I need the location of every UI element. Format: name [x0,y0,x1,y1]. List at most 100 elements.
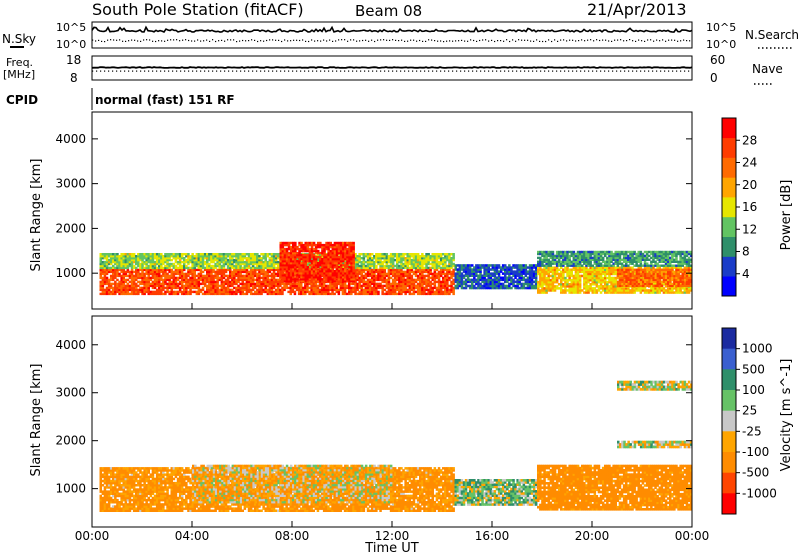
data-cell [268,268,272,272]
data-cell [147,280,150,284]
data-cell [107,260,111,264]
data-cell [239,290,242,294]
data-cell [270,257,274,260]
data-cell [391,288,395,292]
data-cell [381,272,384,276]
data-cell [348,286,351,290]
nave-point [228,70,230,72]
data-cell [262,266,265,270]
data-cell [398,284,401,288]
data-cell [101,284,105,288]
data-cell [143,257,146,260]
data-cell [337,288,341,292]
data-cell [427,282,430,286]
data-cell [249,266,253,270]
data-cell [249,257,253,260]
data-cell [101,264,105,268]
data-cell [172,253,176,256]
data-cell [120,255,123,258]
data-cell [375,268,378,272]
data-cell [206,270,209,274]
data-cell [164,278,167,282]
data-cell [189,286,192,290]
data-cell [291,286,295,290]
data-cell [272,257,276,260]
data-cell [185,284,188,288]
data-cell [444,276,447,280]
nave-point [452,70,454,72]
data-cell [350,288,353,292]
nsearch-point [287,40,289,42]
data-cell [199,272,203,276]
data-cell [254,266,257,270]
data-cell [245,286,249,290]
data-cell [122,262,125,266]
nsearch-point [317,40,319,42]
data-cell [331,286,334,290]
nave-point [168,70,170,72]
data-cell [135,284,138,288]
data-cell [155,268,159,272]
data-cell [187,255,190,258]
data-cell [229,266,232,270]
data-cell [433,284,437,288]
data-cell [249,253,253,256]
data-cell [170,274,173,278]
data-cell [300,241,303,245]
data-cell [112,286,115,290]
data-cell [425,282,428,286]
data-cell [262,290,265,294]
data-cell [256,284,259,288]
data-cell [206,253,209,256]
data-cell [172,280,176,284]
data-cell [247,262,251,266]
data-cell [256,260,259,264]
data-cell [168,292,171,296]
data-cell [203,284,207,288]
data-cell [393,288,397,292]
data-cell [183,292,186,296]
data-cell [260,290,263,294]
nsearch-point [101,40,103,42]
data-cell [402,288,405,292]
data-cell [364,284,368,288]
data-cell [172,266,176,270]
data-cell [270,258,274,262]
nsearch-point [341,39,343,41]
data-cell [222,264,226,268]
data-cell [128,260,132,264]
data-cell [122,290,125,294]
data-cell [379,272,382,276]
data-cell [168,284,171,288]
data-cell [132,280,136,284]
nsearch-point [320,40,322,42]
data-cell [416,292,420,296]
data-cell [120,288,123,292]
data-cell [427,288,430,292]
data-cell [191,284,194,288]
data-cell [368,272,372,276]
data-cell [226,264,230,268]
data-cell [245,280,249,284]
data-cell [312,288,315,292]
data-cell [206,274,209,278]
data-cell [398,286,401,290]
data-cell [237,272,240,276]
data-cell [180,255,184,258]
data-cell [245,282,249,286]
data-cell [172,282,176,286]
nave-point [580,70,582,72]
data-cell [389,292,393,296]
nsearch-point [143,39,145,41]
nave-point [528,70,530,72]
data-cell [419,272,422,276]
nsearch-point [275,39,277,41]
data-cell [130,260,134,264]
data-cell [444,290,447,294]
nave-point [488,70,490,72]
data-cell [337,282,341,286]
data-cell [379,268,382,272]
data-cell [166,266,169,270]
data-cell [272,258,276,262]
data-cell [249,258,253,262]
